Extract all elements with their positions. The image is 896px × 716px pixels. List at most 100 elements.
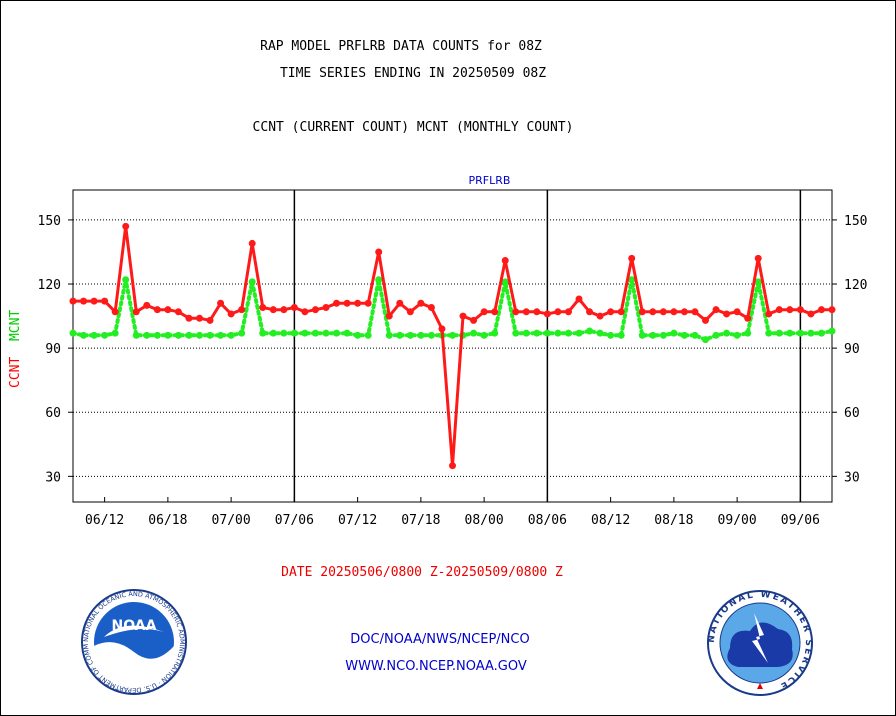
x-tick-label: 08/06 <box>528 513 567 528</box>
data-point-ccnt <box>628 254 636 262</box>
chart-title-line-2: TIME SERIES ENDING IN 20250509 08Z <box>279 66 547 81</box>
data-point-ccnt <box>586 308 594 316</box>
data-point-ccnt <box>206 316 214 324</box>
data-point-ccnt <box>607 308 615 316</box>
y-tick-label-right: 60 <box>844 406 860 421</box>
data-point-mcnt <box>290 329 298 337</box>
date-range-label: DATE 20250506/0800 Z-20250509/0800 Z <box>281 565 563 580</box>
data-point-ccnt <box>153 306 161 314</box>
data-point-ccnt <box>459 312 467 320</box>
data-point-mcnt <box>522 329 530 337</box>
data-point-mcnt <box>533 329 541 337</box>
data-point-mcnt <box>417 331 425 339</box>
data-point-mcnt <box>196 331 203 339</box>
data-point-ccnt <box>733 308 741 316</box>
data-point-ccnt <box>417 299 425 307</box>
data-point-ccnt <box>775 306 783 314</box>
data-point-mcnt <box>491 329 499 337</box>
data-point-ccnt <box>501 257 509 265</box>
data-point-mcnt <box>723 329 731 337</box>
data-point-ccnt <box>375 248 383 256</box>
x-tick-label: 08/00 <box>465 513 504 528</box>
data-point-mcnt <box>69 329 77 337</box>
data-point-mcnt <box>596 329 604 337</box>
data-point-mcnt <box>628 276 636 284</box>
x-tick-label: 09/00 <box>718 513 757 528</box>
series-line-ccnt <box>71 224 834 468</box>
data-point-ccnt <box>90 297 98 305</box>
data-point-ccnt <box>301 308 309 316</box>
data-point-ccnt <box>354 299 362 307</box>
data-point-mcnt <box>364 331 372 339</box>
data-point-mcnt <box>702 336 709 344</box>
data-point-ccnt <box>164 306 172 314</box>
data-point-mcnt <box>786 329 794 337</box>
data-point-mcnt <box>301 329 309 337</box>
data-point-ccnt <box>174 308 182 316</box>
data-point-mcnt <box>638 331 646 339</box>
data-point-mcnt <box>259 329 267 337</box>
data-point-ccnt <box>744 314 752 322</box>
data-point-ccnt <box>575 295 583 303</box>
data-point-ccnt <box>691 308 699 316</box>
data-point-mcnt <box>343 329 351 337</box>
plot-area <box>72 189 833 503</box>
data-point-mcnt <box>691 331 699 339</box>
x-tick-label: 07/12 <box>338 513 377 528</box>
data-point-mcnt <box>617 331 625 339</box>
data-point-ccnt <box>69 297 77 305</box>
data-point-mcnt <box>744 329 752 337</box>
data-point-mcnt <box>712 331 720 339</box>
data-point-ccnt <box>786 306 794 314</box>
data-point-ccnt <box>596 312 604 320</box>
data-point-ccnt <box>554 308 562 316</box>
data-point-ccnt <box>111 308 119 316</box>
data-point-mcnt <box>354 331 362 339</box>
data-point-ccnt <box>638 308 646 316</box>
data-point-mcnt <box>427 331 435 339</box>
y-tick-label-left: 150 <box>38 214 61 229</box>
data-point-ccnt <box>227 310 235 318</box>
x-tick-label: 06/12 <box>85 513 124 528</box>
data-point-mcnt <box>227 331 235 339</box>
data-point-mcnt <box>659 331 667 339</box>
data-point-mcnt <box>153 331 161 339</box>
data-point-ccnt <box>670 308 678 316</box>
data-point-ccnt <box>533 308 541 316</box>
y-tick-label-left: 60 <box>45 406 61 421</box>
data-point-mcnt <box>101 331 109 339</box>
data-point-ccnt <box>828 306 836 314</box>
data-point-mcnt <box>807 329 815 337</box>
data-point-ccnt <box>248 239 256 247</box>
x-tick-label: 06/18 <box>148 513 187 528</box>
y-tick-label-right: 30 <box>844 470 860 485</box>
data-point-mcnt <box>164 331 172 339</box>
data-point-mcnt <box>575 329 583 337</box>
data-point-ccnt <box>796 306 804 314</box>
y-tick-label-right: 120 <box>844 278 867 293</box>
data-point-ccnt <box>196 314 203 322</box>
data-point-mcnt <box>754 278 762 286</box>
data-point-ccnt <box>427 304 435 312</box>
data-point-ccnt <box>269 306 277 314</box>
data-point-ccnt <box>122 222 130 230</box>
data-point-mcnt <box>670 329 678 337</box>
data-point-mcnt <box>564 329 572 337</box>
data-point-mcnt <box>480 331 488 339</box>
website-link[interactable]: WWW.NCO.NCEP.NOAA.GOV <box>345 659 527 674</box>
org-line: DOC/NOAA/NWS/NCEP/NCO <box>350 632 530 647</box>
data-point-mcnt <box>90 331 98 339</box>
data-point-ccnt <box>564 308 572 316</box>
data-point-ccnt <box>470 316 478 324</box>
data-point-mcnt <box>449 331 456 339</box>
data-point-ccnt <box>322 304 330 312</box>
data-point-mcnt <box>775 329 783 337</box>
data-point-ccnt <box>765 310 773 318</box>
data-point-ccnt <box>217 299 225 307</box>
data-point-mcnt <box>817 329 825 337</box>
data-point-mcnt <box>406 331 414 339</box>
x-tick-label: 08/18 <box>654 513 693 528</box>
y-tick-label-left: 120 <box>38 278 61 293</box>
y-tick-label-left: 90 <box>45 342 61 357</box>
